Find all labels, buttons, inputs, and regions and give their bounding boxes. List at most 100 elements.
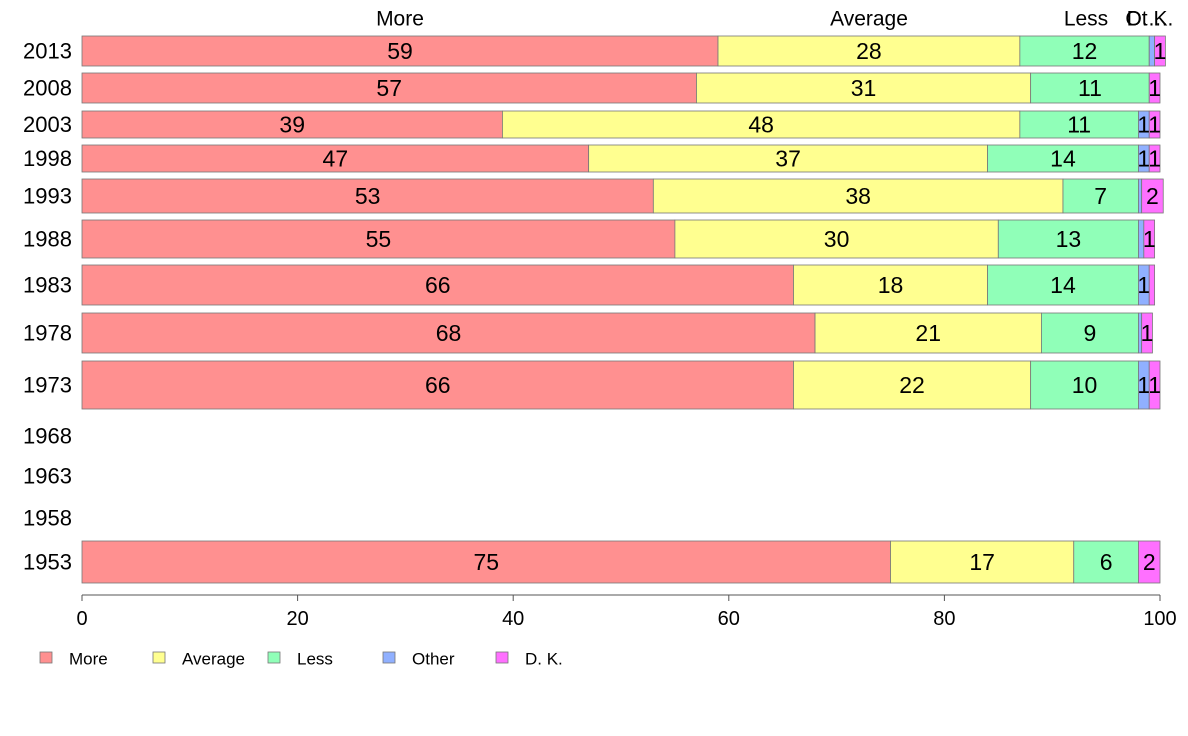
year-label: 1968: [23, 424, 72, 449]
data-label: 28: [856, 38, 882, 64]
bar-segment-average: [890, 540, 1075, 584]
x-tick-label: 0: [76, 608, 87, 630]
data-label: 1: [1148, 75, 1161, 101]
bar-segment-d-k: [1148, 144, 1161, 173]
bar-segment-less: [987, 264, 1139, 306]
bar-segment-more: [81, 264, 794, 306]
x-tick-label: 40: [502, 608, 524, 630]
bar-segment-d-k: [1141, 178, 1164, 214]
year-label: 1953: [23, 550, 72, 575]
bar-segment-less: [1030, 72, 1150, 104]
top-series-label: Ot…: [1125, 8, 1168, 31]
legend-label: Other: [412, 650, 455, 669]
data-label: 57: [376, 75, 402, 101]
bar-segment-d-k: [1148, 360, 1161, 410]
legend-swatch: [39, 651, 53, 664]
legend-swatch: [152, 651, 166, 664]
legend-item: Average: [152, 650, 245, 669]
top-series-label: D. K.: [1127, 8, 1174, 31]
data-label: 14: [1050, 272, 1076, 298]
bar-segment-d-k: [1148, 72, 1161, 104]
bar-segment-average: [793, 264, 988, 306]
data-label: 9: [1084, 320, 1097, 346]
year-label: 1978: [23, 321, 72, 346]
legend-label: D. K.: [525, 650, 563, 669]
year-label: 2013: [23, 39, 72, 64]
data-label: 38: [845, 183, 871, 209]
data-label: 48: [748, 112, 774, 138]
data-label: 66: [425, 372, 451, 398]
data-label: 1: [1137, 372, 1150, 398]
data-label: 14: [1050, 146, 1076, 172]
x-tick-label: 20: [286, 608, 308, 630]
legend-label: Less: [297, 650, 333, 669]
bar-segment-average: [588, 144, 988, 173]
bar-segment-less: [1041, 312, 1139, 354]
bar-segment-less: [997, 219, 1139, 259]
data-label: 17: [969, 549, 995, 575]
top-series-label: More: [376, 8, 424, 31]
data-label: 21: [915, 320, 941, 346]
year-label: 1998: [23, 146, 72, 171]
bar-segment-d-k: [1141, 312, 1153, 354]
bar-segment-average: [652, 178, 1064, 214]
data-label: 1: [1148, 146, 1161, 172]
data-label: 47: [323, 146, 349, 172]
data-label: 68: [436, 320, 462, 346]
data-label: 53: [355, 183, 381, 209]
bar-segment-average: [793, 360, 1032, 410]
data-label: 59: [387, 38, 413, 64]
data-label: 1: [1137, 146, 1150, 172]
x-tick-label: 100: [1143, 608, 1176, 630]
bar-segment-less: [1062, 178, 1139, 214]
year-label: 2008: [23, 76, 72, 101]
data-label: 10: [1072, 372, 1098, 398]
bar-segment-average: [717, 35, 1021, 67]
bar-segment-d-k: [1154, 35, 1166, 67]
bar-segment-less: [987, 144, 1139, 173]
category-labels: 2013 2008 2003 1998 1993 1988 1983 1978 1973 1968…: [23, 39, 72, 575]
data-label: 66: [425, 272, 451, 298]
bar-segment-d-k: [1138, 540, 1161, 584]
legend-item: Less: [267, 650, 333, 669]
data-label: 30: [824, 226, 850, 252]
data-label: 11: [1078, 75, 1102, 101]
year-label: 1958: [23, 506, 72, 531]
x-tick-label: 80: [933, 608, 955, 630]
bar-segment-more: [81, 540, 891, 584]
bar-segment-average: [502, 110, 1021, 139]
legend-swatch: [495, 651, 509, 664]
year-label: 1973: [23, 373, 72, 398]
data-label: 1: [1148, 112, 1161, 138]
year-label: 1983: [23, 273, 72, 298]
data-label: 37: [775, 146, 801, 172]
legend-item: Other: [382, 650, 455, 669]
data-label: 75: [473, 549, 499, 575]
data-label: 12: [1072, 38, 1098, 64]
bar-segment-more: [81, 360, 794, 410]
data-label: 1: [1137, 112, 1150, 138]
year-label: 1993: [23, 184, 72, 209]
bar-segment-more: [81, 178, 654, 214]
year-label: 1963: [23, 464, 72, 489]
bar-segment-d-k: [1148, 264, 1156, 306]
data-label: 13: [1056, 226, 1082, 252]
data-label: 2: [1143, 549, 1156, 575]
bar-segment-d-k: [1143, 219, 1156, 259]
legend-label: More: [69, 650, 108, 669]
data-label: 39: [279, 112, 305, 138]
legend-label: Average: [182, 650, 245, 669]
bar-segment-more: [81, 219, 676, 259]
bar-segment-d-k: [1148, 110, 1161, 139]
data-label: 6: [1100, 549, 1113, 575]
bar-segment-average: [696, 72, 1032, 104]
bar-segment-less: [1030, 360, 1139, 410]
data-label: 18: [878, 272, 904, 298]
data-label: 1: [1137, 272, 1150, 298]
bar-segment-other: [1138, 178, 1143, 214]
top-series-label: Average: [830, 8, 908, 31]
year-label: 1988: [23, 227, 72, 252]
data-label: 2: [1146, 183, 1159, 209]
